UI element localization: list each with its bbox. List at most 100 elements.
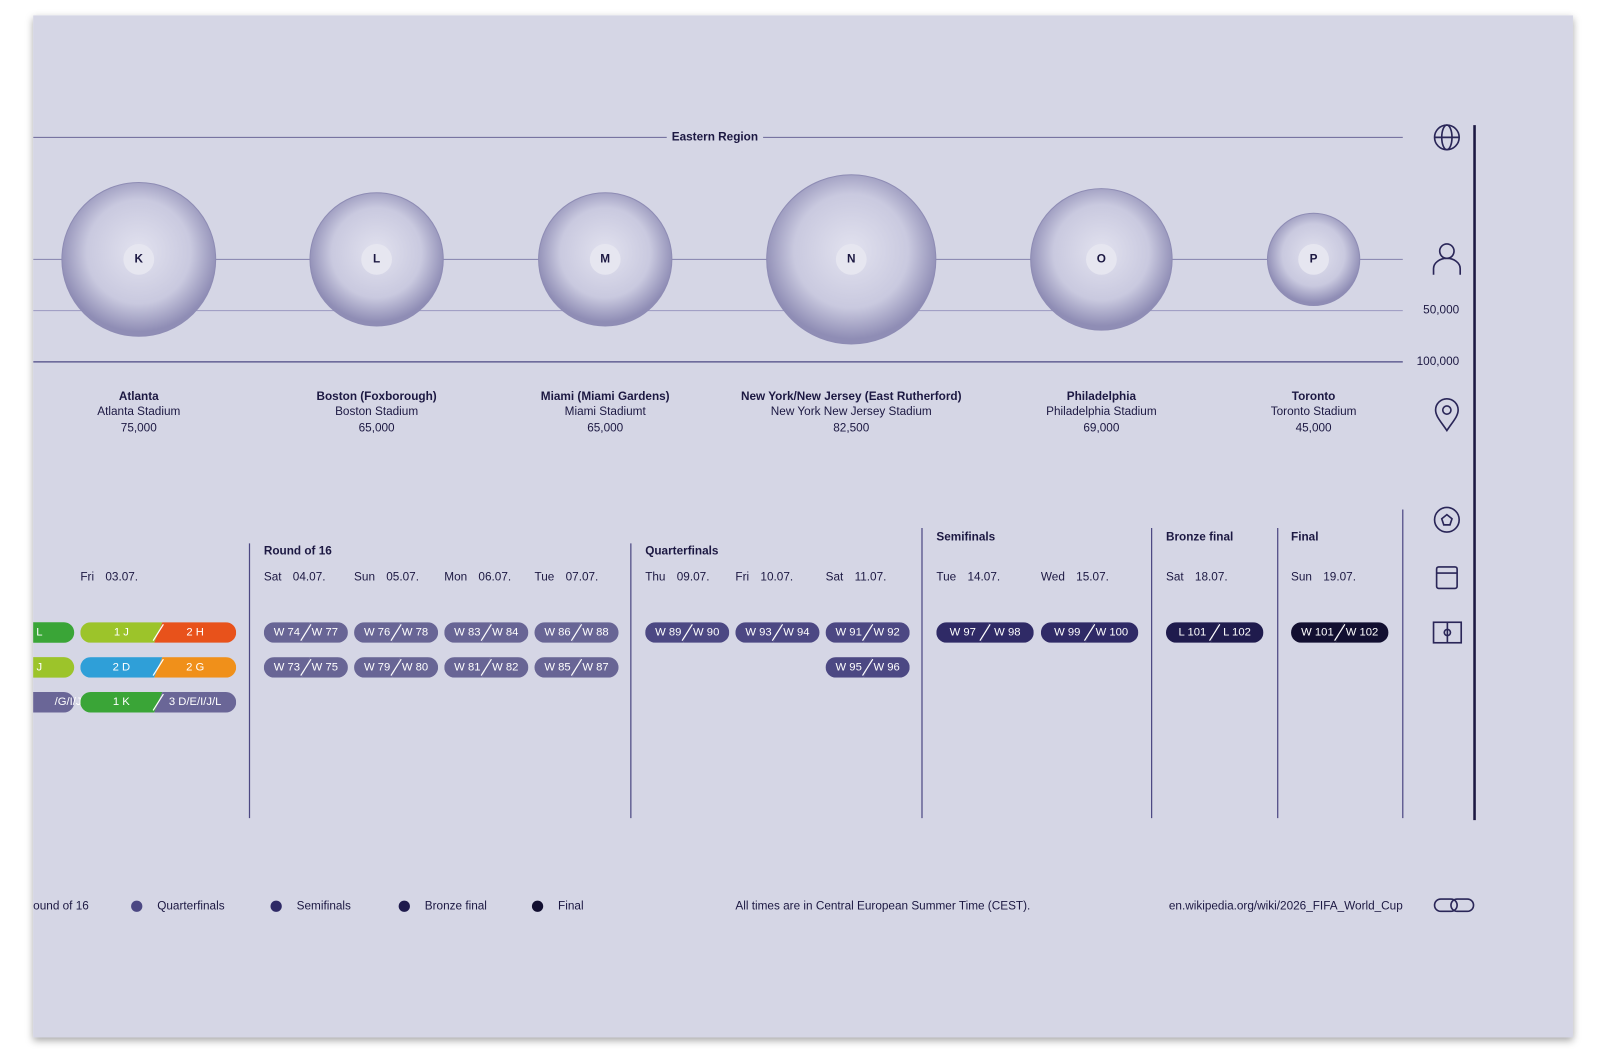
day-name: Sat (1166, 570, 1184, 583)
match-pill: 1 K 3 D/E/I/J/L (80, 691, 237, 713)
pill-away: L 102 (1223, 626, 1251, 638)
venue-city: New York/New Jersey (East Rutherford) (741, 390, 962, 403)
pill-slash (681, 623, 693, 642)
venue-stadium: Atlanta Stadium (97, 405, 180, 418)
venue-stadium: Boston Stadium (335, 405, 418, 418)
pill-right (1085, 622, 1139, 643)
match-pill: W 73 W 75 (263, 657, 348, 678)
pill-slash (480, 658, 492, 676)
pill-home: W 89 (655, 626, 681, 638)
pill-partial-text: J (37, 661, 43, 673)
pill-slash (152, 623, 164, 642)
pill-left (263, 657, 310, 678)
match-pill: W 97 W 98 (936, 622, 1034, 643)
pill-left (534, 622, 581, 643)
match-pill: W 91 W 92 (825, 622, 910, 643)
pill-slash (390, 658, 402, 676)
pill-home: W 97 (950, 626, 976, 638)
pill-away: W 98 (994, 626, 1020, 638)
pill-slash (152, 658, 164, 676)
day-date: 07.07. (566, 570, 599, 583)
day-date: 19.07. (1323, 570, 1356, 583)
pill-left (825, 622, 872, 643)
legend-dot (7, 901, 18, 912)
group-badge (835, 243, 867, 275)
pill-slash (480, 623, 492, 642)
group-badge (1298, 243, 1329, 275)
match-pill: W 95 W 96 (825, 657, 910, 678)
pill-right (773, 622, 820, 643)
pill-left (354, 622, 401, 643)
match-pill: W 101 W 102 (1291, 622, 1389, 643)
venue-stadium: Toronto Stadium (1271, 405, 1357, 418)
venue-city: Atlanta (119, 390, 159, 403)
group-letter: K (135, 252, 144, 265)
pill-slash (570, 658, 583, 676)
pill-left (444, 657, 491, 678)
pill-away: W 102 (1346, 626, 1379, 638)
match-pill: W 93 W 94 (735, 622, 820, 643)
pill-slash (570, 623, 583, 642)
day-name: Fri (80, 570, 94, 583)
pill-right (154, 622, 237, 643)
pill-left (735, 622, 782, 643)
day-date: 04.07. (293, 570, 326, 583)
day-date: 15.07. (1076, 570, 1109, 583)
pill-home: W 79 (364, 661, 390, 673)
pill-slash (1334, 623, 1346, 642)
pill-home: W 99 (1054, 626, 1080, 638)
day-name: Sat (264, 570, 282, 583)
pill-home: W 83 (454, 626, 480, 638)
pill-away: W 92 (873, 626, 899, 638)
legend-dot (398, 900, 410, 912)
venue-stadium: Miami Stadiumt (565, 405, 647, 418)
day-name: Sat (826, 570, 844, 583)
pill-slash (862, 658, 874, 676)
pill-home: W 73 (274, 661, 300, 673)
pill-left (444, 622, 491, 643)
pill-right (301, 622, 348, 643)
match-pill: W 79 W 80 (354, 657, 439, 678)
match-pill: W 86 W 88 (534, 622, 619, 643)
pill-left (354, 657, 401, 678)
pill-slash (862, 623, 874, 642)
match-pill: W 74 W 77 (263, 622, 348, 643)
pill-left (80, 622, 163, 643)
venue-capacity: 45,000 (1296, 422, 1332, 435)
day-name: Sun (354, 570, 375, 583)
venue-capacity: 65,000 (587, 422, 623, 435)
group-badge (589, 243, 621, 275)
match-pill: W 99 W 100 (1040, 622, 1139, 643)
day-date: 14.07. (967, 570, 1000, 583)
pill-home: W 93 (745, 626, 771, 638)
region-title: Eastern Region (672, 130, 758, 143)
pin-icon (1434, 398, 1459, 433)
match-pill: L 101 L 102 (1165, 622, 1264, 643)
group-letter: N (847, 252, 856, 265)
legend-label: Final (558, 899, 584, 912)
venue-capacity: 82,500 (833, 422, 869, 435)
stage-title: Semifinals (936, 530, 995, 543)
pill-away: 3 D/E/I/J/L (169, 696, 222, 708)
pill-slash (979, 623, 991, 642)
venue-stadium: Philadelphia Stadium (1046, 405, 1157, 418)
pill-right (1210, 622, 1264, 643)
pill-partial (33, 691, 75, 713)
pill-slash (771, 623, 784, 642)
pill-partial-text: /G/I/J (55, 696, 82, 708)
pill-left (1165, 622, 1219, 643)
legend-label: Quarterfinals (157, 899, 224, 912)
pill-home: 1 J (114, 626, 129, 638)
day-date: 10.07. (760, 570, 793, 583)
pill-right (572, 622, 619, 643)
stage-title: Round of 16 (264, 545, 332, 558)
pill-left (80, 657, 163, 678)
day-date: 06.07. (478, 570, 511, 583)
pill-home: W 95 (836, 661, 862, 673)
group-badge (361, 243, 392, 275)
pitch-icon (1432, 621, 1463, 644)
stage-title: Final (1291, 530, 1318, 543)
pill-away: W 80 (402, 661, 428, 673)
legend-label: ound of 16 (33, 899, 89, 912)
pill-home: L 101 (1178, 626, 1206, 638)
